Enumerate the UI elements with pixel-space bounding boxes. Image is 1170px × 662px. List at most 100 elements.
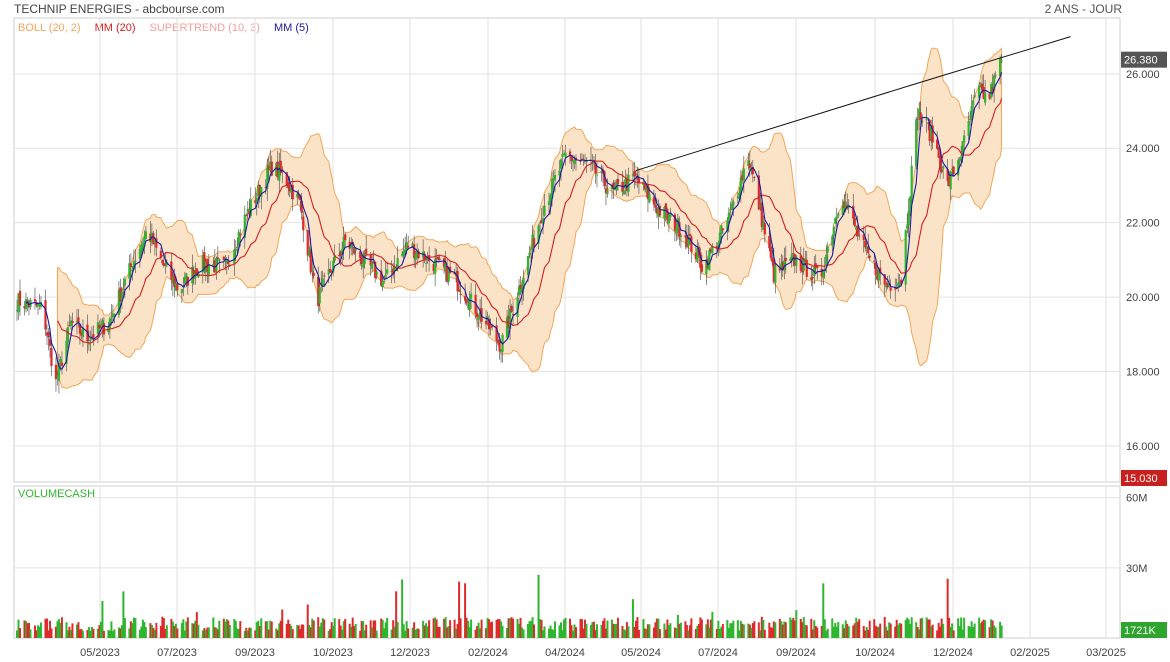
candle-body bbox=[17, 293, 20, 313]
candle-body bbox=[993, 75, 996, 91]
candle-body bbox=[799, 255, 802, 271]
candle-body bbox=[194, 270, 197, 279]
volume-bar bbox=[279, 620, 282, 638]
volume-bar bbox=[927, 619, 930, 638]
candle-body bbox=[726, 221, 729, 232]
candle-body bbox=[469, 293, 473, 299]
volume-bar bbox=[910, 617, 913, 638]
candle-body bbox=[129, 263, 132, 268]
volume-bar bbox=[625, 622, 628, 638]
candle-body bbox=[528, 252, 531, 256]
candle-body bbox=[516, 298, 519, 317]
candle-body bbox=[613, 186, 617, 189]
volume-bar bbox=[476, 626, 479, 638]
volume-bar bbox=[643, 628, 646, 638]
volume-bar bbox=[339, 625, 342, 638]
legend-boll[interactable]: BOLL (20, 2) bbox=[18, 22, 81, 34]
volume-bar bbox=[548, 628, 551, 638]
volume-bar bbox=[270, 621, 273, 638]
candle-body bbox=[531, 234, 534, 249]
candle-body bbox=[161, 259, 164, 264]
volume-bar bbox=[161, 616, 164, 638]
volume-bar bbox=[999, 621, 1002, 638]
volume-bar bbox=[438, 626, 441, 638]
candle-body bbox=[381, 280, 384, 288]
candle-body bbox=[257, 185, 260, 197]
y-tick-label: 24.000 bbox=[1126, 143, 1160, 155]
volume-bar bbox=[69, 629, 72, 638]
volume-bar bbox=[77, 622, 80, 638]
volume-bar bbox=[222, 618, 225, 638]
candle-body bbox=[288, 184, 291, 192]
period-label[interactable]: 2 ANS - JOUR bbox=[1044, 2, 1122, 16]
volume-bar bbox=[981, 621, 984, 638]
candle-body bbox=[685, 235, 688, 247]
volume-bar bbox=[276, 630, 279, 638]
volume-bar bbox=[257, 620, 260, 638]
volume-bar bbox=[952, 630, 955, 638]
volume-bar bbox=[395, 591, 398, 638]
volume-bar bbox=[844, 620, 847, 638]
volume-bar bbox=[826, 628, 829, 638]
volume-bar bbox=[159, 625, 162, 638]
candle-body bbox=[92, 334, 95, 338]
volume-bar bbox=[497, 619, 500, 638]
volume-bar bbox=[45, 618, 48, 638]
volume-bar bbox=[760, 616, 763, 638]
volume-bar bbox=[936, 630, 939, 638]
candle-body bbox=[218, 259, 221, 262]
candle-body bbox=[402, 250, 405, 257]
candle-body bbox=[81, 327, 85, 338]
candle-body bbox=[936, 139, 939, 149]
candle-body bbox=[332, 260, 335, 273]
candle-body bbox=[915, 119, 918, 167]
volume-bar bbox=[140, 626, 143, 638]
candle-body bbox=[939, 155, 942, 170]
volume-bar bbox=[363, 630, 366, 638]
candle-body bbox=[967, 121, 970, 136]
candle-body bbox=[709, 248, 712, 252]
candle-body bbox=[678, 221, 681, 237]
candle-body bbox=[718, 232, 721, 242]
volume-bar bbox=[92, 628, 95, 638]
candle-body bbox=[341, 248, 344, 255]
candle-body bbox=[468, 297, 471, 311]
volume-bar bbox=[287, 619, 290, 638]
volume-bar bbox=[519, 617, 522, 638]
volume-bar bbox=[407, 628, 410, 638]
volume-bar bbox=[814, 625, 817, 638]
volume-bar bbox=[580, 619, 583, 638]
candle-body bbox=[669, 212, 672, 217]
volume-bar bbox=[748, 624, 751, 638]
candle-body bbox=[65, 340, 68, 365]
candle-body bbox=[66, 327, 70, 343]
candle-body bbox=[684, 235, 687, 238]
candle-body bbox=[54, 364, 58, 380]
volume-bar bbox=[645, 628, 648, 638]
volume-bar bbox=[558, 625, 561, 638]
volume-legend[interactable]: VOLUMECASH bbox=[18, 488, 96, 500]
candle-body bbox=[676, 218, 679, 232]
volume-bar bbox=[392, 620, 395, 638]
volume-bar bbox=[763, 629, 766, 638]
candle-body bbox=[988, 93, 991, 99]
legend-mm20[interactable]: MM (20) bbox=[94, 22, 136, 34]
candle-body bbox=[291, 184, 294, 200]
candle-body bbox=[323, 275, 326, 277]
volume-bar bbox=[864, 630, 867, 638]
volume-bar bbox=[266, 621, 269, 638]
volume-bar bbox=[216, 629, 219, 638]
candle-body bbox=[844, 201, 847, 210]
candle-body bbox=[540, 220, 543, 224]
legend-mm5[interactable]: MM (5) bbox=[273, 22, 309, 34]
volume-bar bbox=[897, 624, 900, 638]
candle-body bbox=[236, 246, 239, 249]
volume-bar bbox=[970, 621, 973, 638]
candle-body bbox=[825, 254, 828, 266]
volume-bar bbox=[877, 626, 880, 638]
volume-bar bbox=[900, 623, 903, 638]
candle-body bbox=[793, 254, 796, 266]
volume-bar bbox=[694, 628, 697, 638]
candle-body bbox=[657, 207, 660, 217]
